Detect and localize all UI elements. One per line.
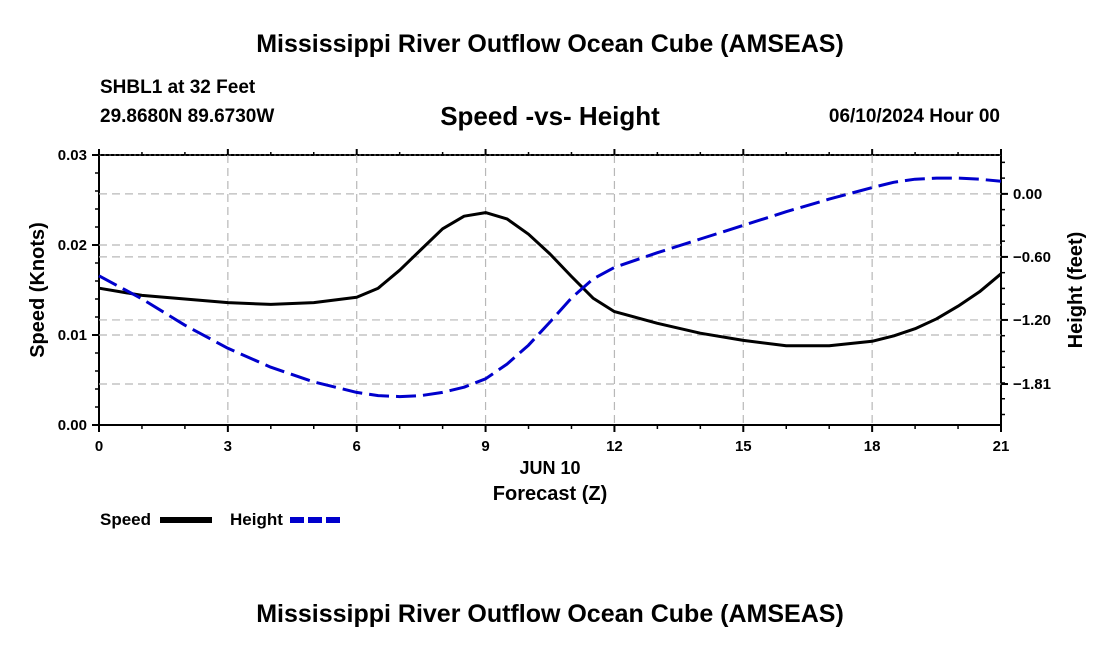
- legend: Speed Height: [100, 510, 342, 529]
- y-left-tick-label: 0.01: [58, 327, 87, 344]
- timestamp-label: 06/10/2024 Hour 00: [828, 106, 1000, 127]
- series-layer: [98, 176, 1002, 399]
- x-tick-label: 18: [864, 438, 881, 455]
- y-right-tick-label: 0.00: [1013, 186, 1042, 203]
- x-tick-label: 21: [993, 438, 1010, 455]
- y-right-tick-label: −1.20: [1013, 312, 1051, 329]
- y-left-tick-label: 0.00: [58, 417, 87, 434]
- chart-subtitle: Speed -vs- Height: [440, 101, 660, 131]
- x-tick-label: 9: [481, 438, 489, 455]
- legend-speed-label: Speed: [100, 510, 151, 529]
- x-axis-label: Forecast (Z): [493, 483, 607, 505]
- date-label: JUN 10: [519, 458, 580, 478]
- y-right-tick-label: −1.81: [1013, 376, 1051, 393]
- y-left-tick-label: 0.02: [58, 237, 87, 254]
- y-left-tick-label: 0.03: [58, 147, 87, 164]
- y-right-tick-label: −0.60: [1013, 249, 1051, 266]
- x-tick-label: 0: [95, 438, 103, 455]
- legend-height-label: Height: [230, 510, 283, 529]
- y-left-axis-label: Speed (Knots): [27, 222, 49, 358]
- series-line-height: [98, 176, 1002, 399]
- footer-title: Mississippi River Outflow Ocean Cube (AM…: [256, 600, 844, 628]
- main-title: Mississippi River Outflow Ocean Cube (AM…: [256, 30, 844, 58]
- x-tick-label: 12: [606, 438, 623, 455]
- station-label: SHBL1 at 32 Feet: [100, 77, 256, 98]
- y-right-axis-label: Height (feet): [1065, 232, 1087, 349]
- grid: [99, 154, 1001, 425]
- axis-ticks: 0 3 6 9 12 15 18 21 0.00 0.01 0.02 0.03 0.00 −0.60 −1.…: [58, 147, 1051, 455]
- x-tick-label: 3: [224, 438, 232, 455]
- x-tick-label: 15: [735, 438, 752, 455]
- series-line-speed: [98, 211, 1002, 348]
- x-tick-label: 6: [353, 438, 361, 455]
- coordinates-label: 29.8680N 89.6730W: [100, 106, 275, 127]
